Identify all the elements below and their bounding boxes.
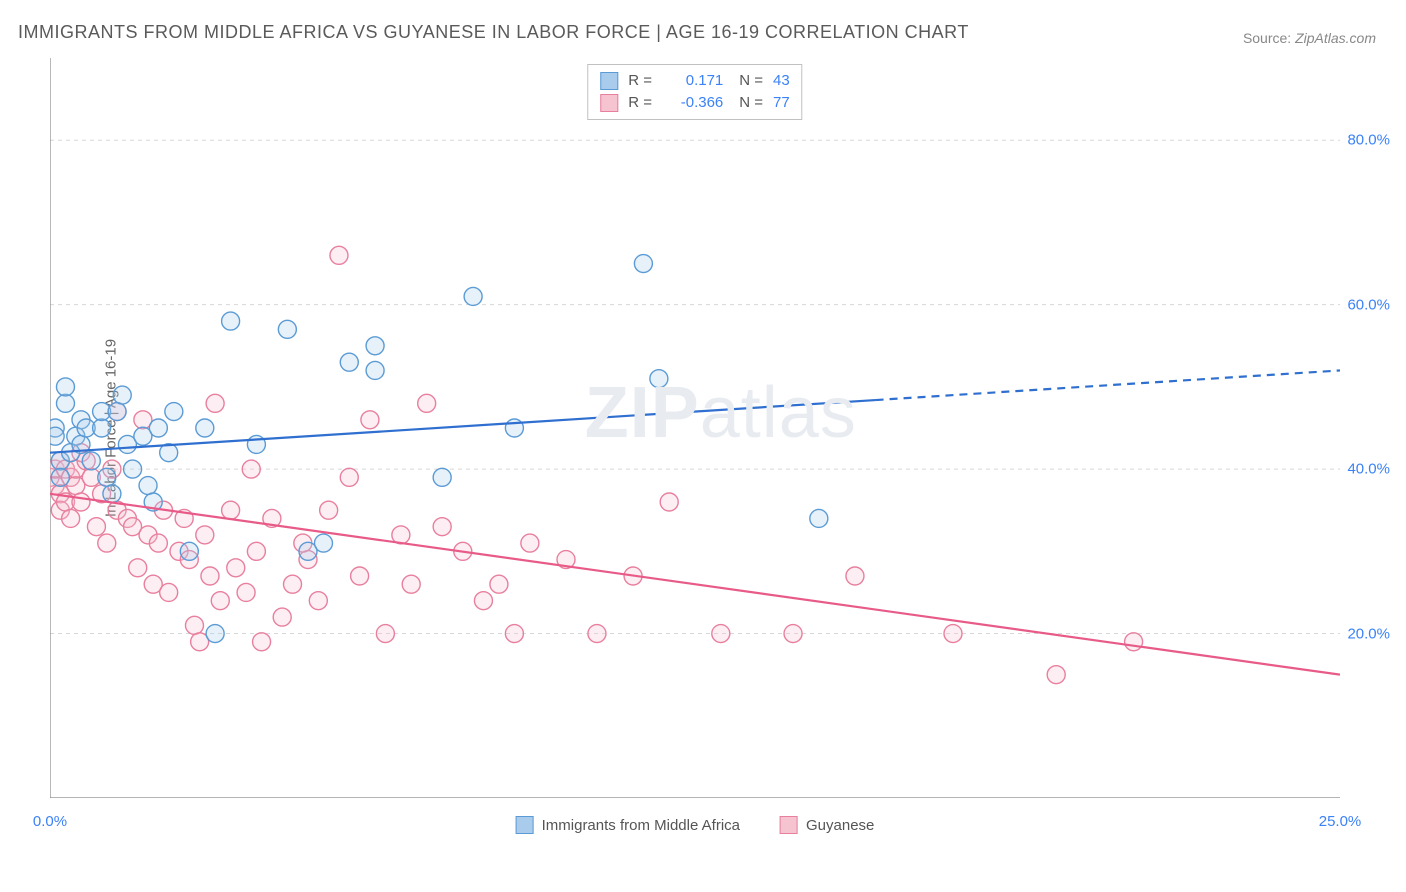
legend-correlation-row: R = -0.366 N = 77 (600, 92, 789, 114)
n-value: 43 (773, 70, 790, 92)
legend-correlation-row: R = 0.171 N = 43 (600, 70, 789, 92)
legend-swatch (780, 816, 798, 834)
r-label: R = (628, 92, 658, 114)
chart-area: In Labor Force | Age 16-19 ZIPatlas R =0… (50, 58, 1340, 798)
x-tick-label: 0.0% (33, 813, 67, 830)
scatter-plot (50, 58, 1340, 798)
legend-swatch (600, 72, 618, 90)
legend-series-item: Immigrants from Middle Africa (516, 816, 740, 834)
x-tick-label: 25.0% (1319, 813, 1362, 830)
legend-series: Immigrants from Middle Africa Guyanese (516, 816, 875, 834)
n-label: N = (739, 70, 763, 92)
source-attribution: Source: ZipAtlas.com (1243, 30, 1376, 46)
y-tick-label: 60.0% (1347, 296, 1390, 313)
r-value: -0.366 (668, 92, 723, 114)
r-value: 0.171 (668, 70, 723, 92)
legend-series-label: Immigrants from Middle Africa (542, 817, 740, 834)
n-value: 77 (773, 92, 790, 114)
legend-swatch (516, 816, 534, 834)
chart-title: IMMIGRANTS FROM MIDDLE AFRICA VS GUYANES… (18, 22, 969, 43)
source-name: ZipAtlas.com (1295, 30, 1376, 46)
source-prefix: Source: (1243, 30, 1295, 46)
legend-swatch (600, 94, 618, 112)
r-label: R = (628, 70, 658, 92)
y-tick-label: 20.0% (1347, 625, 1390, 642)
n-label: N = (739, 92, 763, 114)
y-tick-label: 80.0% (1347, 132, 1390, 149)
legend-correlation: R = 0.171 N = 43 R = -0.366 N = 77 (587, 64, 802, 120)
legend-series-item: Guyanese (780, 816, 874, 834)
y-tick-label: 40.0% (1347, 461, 1390, 478)
legend-series-label: Guyanese (806, 817, 874, 834)
